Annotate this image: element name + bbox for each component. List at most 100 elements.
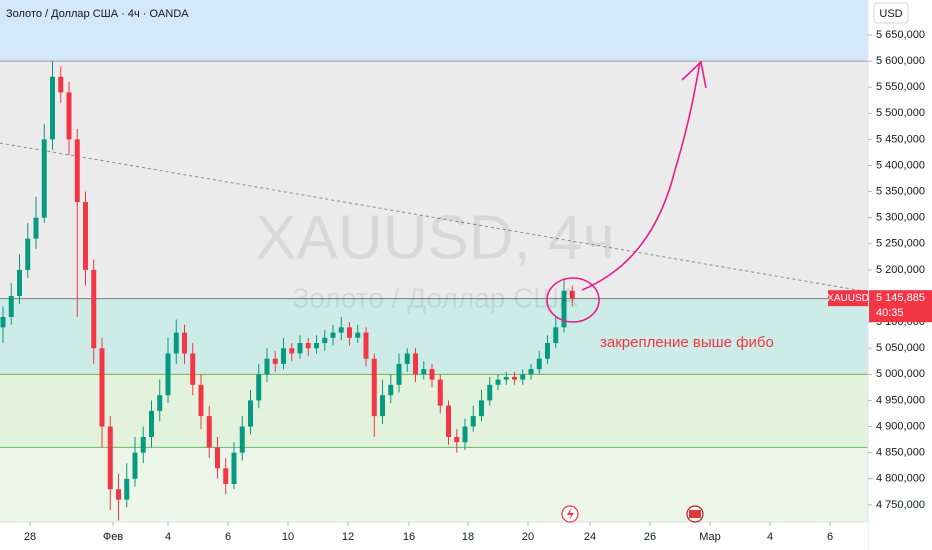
axes: 4 750,000 4 800,000 4 850,000 4 900,000 4 95… bbox=[24, 29, 932, 543]
candle-body bbox=[338, 327, 344, 333]
candle-body bbox=[495, 379, 501, 385]
candle-body bbox=[561, 290, 567, 328]
candle-body bbox=[91, 269, 97, 349]
candle-body bbox=[355, 332, 361, 338]
candle-body bbox=[264, 358, 270, 375]
candle-body bbox=[33, 217, 39, 239]
event-lightning bbox=[567, 508, 574, 520]
y-tick-label: 5 200,000 bbox=[876, 264, 925, 276]
flag-icon bbox=[689, 510, 701, 518]
x-tick-label: 6 bbox=[225, 531, 231, 543]
y-tick-label: 5 650,000 bbox=[876, 29, 925, 41]
x-tick-label: 20 bbox=[522, 531, 534, 543]
candle-body bbox=[17, 269, 23, 297]
candle-body bbox=[231, 452, 237, 484]
candle-body bbox=[297, 343, 303, 354]
y-tick-label: 5 500,000 bbox=[876, 107, 925, 119]
y-tick-label: 5 350,000 bbox=[876, 186, 925, 198]
symbol-tag bbox=[828, 290, 868, 307]
candle-body bbox=[198, 384, 204, 417]
candle-body bbox=[256, 374, 262, 401]
y-tick-label: 5 450,000 bbox=[876, 133, 925, 145]
candle-body bbox=[322, 337, 328, 344]
candle-body bbox=[520, 374, 526, 380]
trendline bbox=[0, 142, 869, 293]
zone bbox=[0, 447, 868, 522]
y-tick-label: 5 400,000 bbox=[876, 159, 925, 171]
candle-body bbox=[437, 379, 443, 406]
candle-body bbox=[314, 343, 320, 349]
marks bbox=[0, 61, 869, 521]
symbol-tag-label: XAUUSD bbox=[827, 293, 869, 304]
x-tick-label: 4 bbox=[767, 531, 773, 543]
candle-body bbox=[140, 436, 146, 453]
candle-body bbox=[421, 369, 427, 375]
candle-body bbox=[553, 327, 559, 344]
candle-body bbox=[446, 405, 452, 437]
candle-body bbox=[281, 348, 287, 364]
x-tick-label: 28 bbox=[24, 531, 36, 543]
candle-body bbox=[58, 76, 64, 93]
candle-body bbox=[99, 348, 105, 427]
candle-body bbox=[289, 348, 295, 354]
x-tick-label: Фев bbox=[103, 531, 123, 543]
candle-body bbox=[536, 358, 542, 370]
candle-body bbox=[83, 202, 89, 270]
y-tick-label: 5 250,000 bbox=[876, 238, 925, 250]
y-tick-label: 5 050,000 bbox=[876, 342, 925, 354]
candle-body bbox=[396, 363, 402, 385]
y-tick-label: 4 750,000 bbox=[876, 499, 925, 511]
y-tick-label: 5 600,000 bbox=[876, 55, 925, 67]
price-tag bbox=[869, 290, 932, 323]
candle-body bbox=[479, 400, 485, 417]
candle-body bbox=[545, 343, 551, 359]
candle-body bbox=[248, 400, 254, 427]
candle-body bbox=[223, 468, 229, 484]
candle-body bbox=[116, 489, 122, 500]
candle-body bbox=[487, 384, 493, 401]
y-tick-label: 4 950,000 bbox=[876, 394, 925, 406]
countdown: 40:35 bbox=[876, 307, 904, 319]
candle-body bbox=[347, 327, 353, 338]
y-tick-label: 4 800,000 bbox=[876, 473, 925, 485]
candle-body bbox=[41, 139, 47, 218]
candle-body bbox=[512, 376, 518, 380]
candle-body bbox=[165, 353, 171, 396]
candle-body bbox=[569, 290, 575, 299]
candle-body bbox=[50, 76, 56, 140]
watermark-subtitle: Золото / Доллар США bbox=[292, 282, 578, 313]
watermark: XAUUSD, 4ч bbox=[255, 203, 615, 272]
candle-body bbox=[157, 395, 163, 411]
candle-body bbox=[107, 426, 113, 490]
x-tick-label: 18 bbox=[462, 531, 474, 543]
candle-body bbox=[132, 452, 138, 479]
x-tick-label: 10 bbox=[282, 531, 294, 543]
chart-title: Золото / Доллар США · 4ч · OANDA bbox=[6, 8, 189, 20]
candle-body bbox=[8, 296, 14, 317]
candle-body bbox=[206, 416, 212, 448]
y-tick-label: 5 000,000 bbox=[876, 368, 925, 380]
candle-body bbox=[388, 384, 394, 396]
currency-label[interactable]: USD bbox=[879, 8, 902, 20]
x-tick-label: 6 bbox=[827, 531, 833, 543]
candle-body bbox=[215, 447, 221, 469]
candle-body bbox=[503, 376, 509, 380]
candle-body bbox=[413, 353, 419, 375]
candle-body bbox=[454, 436, 460, 443]
candle-body bbox=[25, 238, 31, 270]
currency-button[interactable] bbox=[873, 2, 909, 24]
candle-body bbox=[66, 92, 72, 140]
candle-body bbox=[74, 139, 80, 203]
zone bbox=[0, 374, 868, 448]
y-tick-label: 4 900,000 bbox=[876, 420, 925, 432]
hand-arrow bbox=[581, 61, 701, 291]
candle-body bbox=[528, 369, 534, 375]
candle-body bbox=[0, 316, 6, 328]
candle-body bbox=[380, 395, 386, 417]
candle-body bbox=[190, 353, 196, 385]
annotation: закрепление выше фибо bbox=[600, 334, 774, 351]
zone bbox=[0, 61, 868, 299]
candle-body bbox=[363, 332, 369, 359]
